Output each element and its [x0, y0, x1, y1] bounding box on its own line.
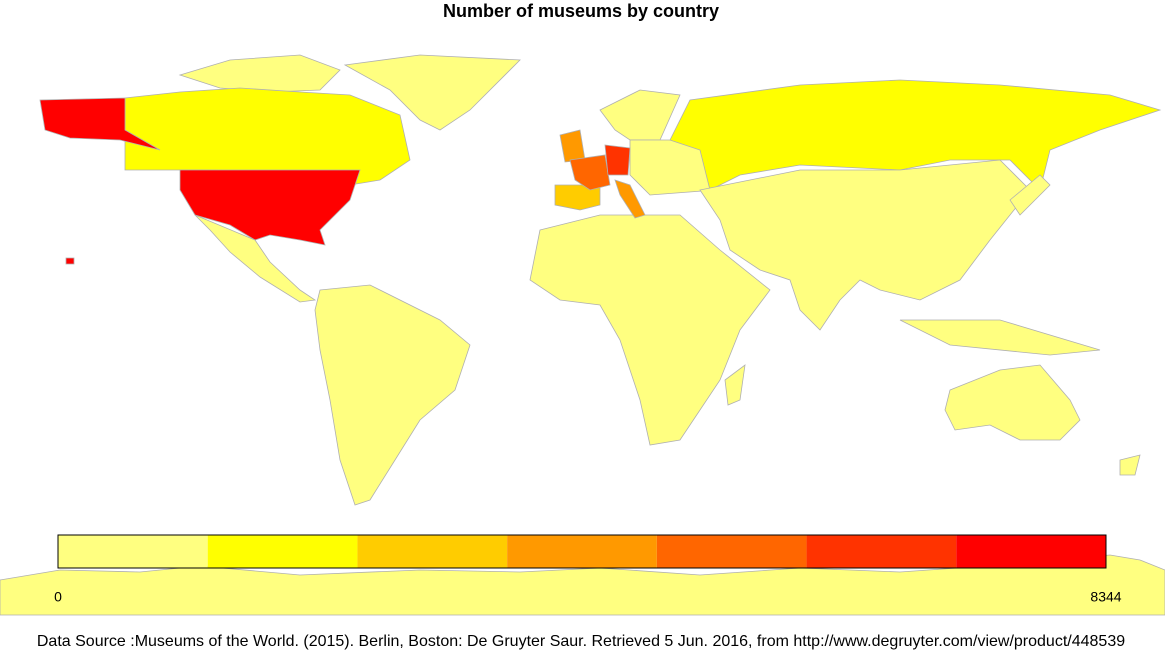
- new-zealand: [1119, 454, 1141, 476]
- legend-frame: [57, 534, 1107, 569]
- russia: [669, 79, 1162, 191]
- color-legend: [58, 535, 1106, 568]
- greenland: [343, 54, 521, 131]
- legend-min-label: 0: [54, 589, 62, 605]
- scandinavia: [599, 89, 681, 141]
- legend-max-label: 8344: [1090, 589, 1121, 605]
- canada-islands: [178, 54, 341, 93]
- legend-swatch: [656, 535, 807, 568]
- central-america: [194, 214, 317, 303]
- japan: [1009, 174, 1051, 216]
- uk: [559, 129, 586, 163]
- africa: [529, 214, 771, 446]
- germany: [604, 144, 631, 176]
- source-note: Data Source :Museums of the World. (2015…: [37, 633, 1125, 650]
- se-asia-islands: [899, 319, 1101, 356]
- map-title: Number of museums by country: [443, 1, 719, 21]
- italy: [614, 179, 646, 219]
- legend-swatch: [207, 535, 358, 568]
- legend-swatch: [58, 535, 208, 568]
- asia: [699, 159, 1031, 331]
- australia: [944, 364, 1081, 441]
- legend-swatch: [806, 535, 957, 568]
- madagascar: [724, 364, 746, 406]
- legend-swatch: [956, 535, 1106, 568]
- hawaii: [65, 257, 75, 265]
- usa: [179, 169, 361, 246]
- legend-swatch: [357, 535, 508, 568]
- south-america: [314, 284, 471, 506]
- world-map: [0, 54, 1165, 616]
- france: [569, 154, 611, 191]
- alaska: [39, 97, 161, 151]
- legend-swatch: [507, 535, 657, 568]
